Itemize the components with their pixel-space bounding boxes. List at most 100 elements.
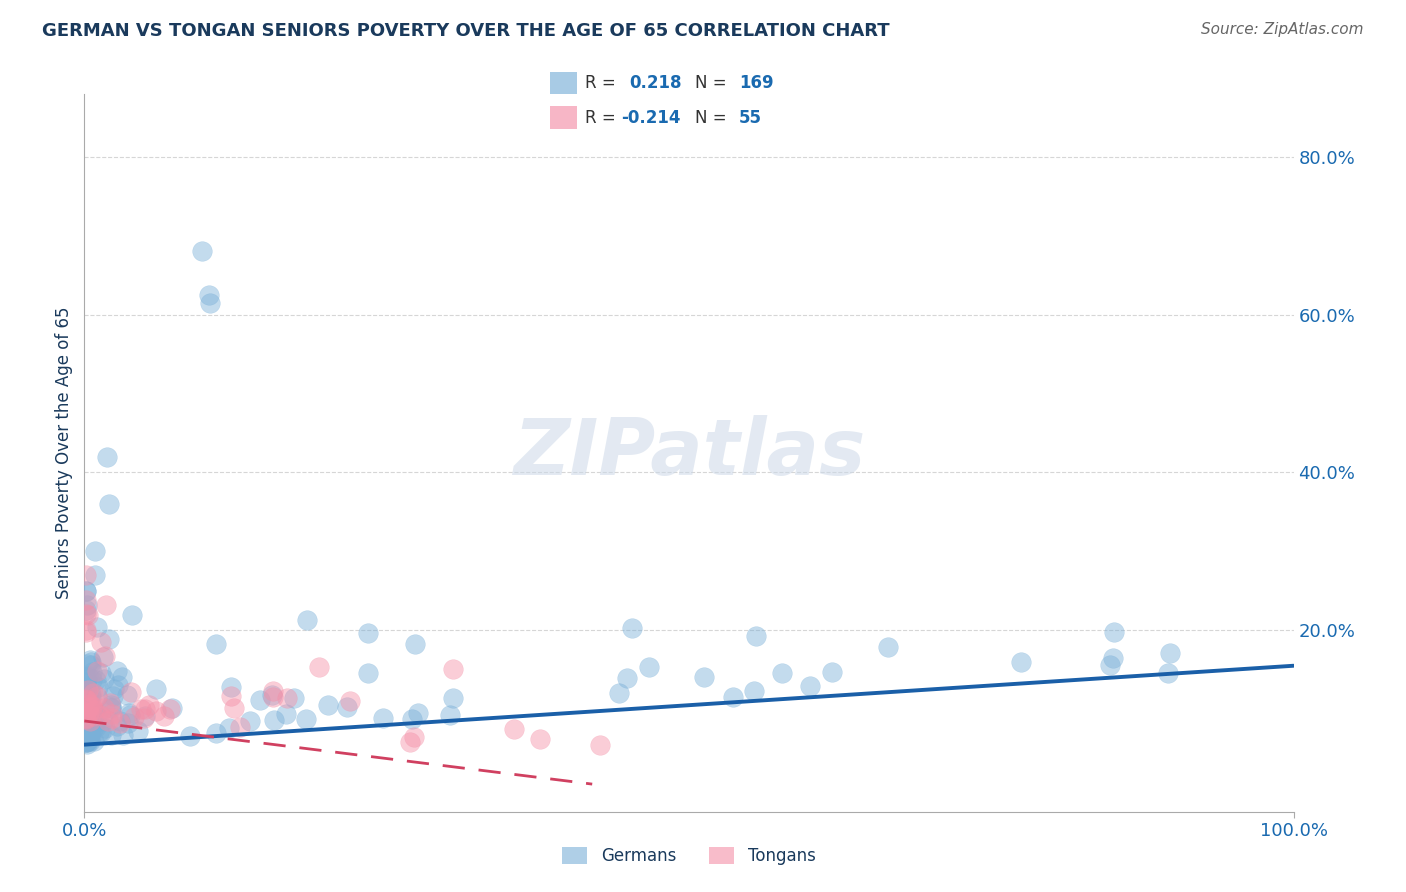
Point — [589, 738, 612, 752]
Point — [79, 733, 101, 747]
Point — [404, 730, 426, 744]
Point — [616, 671, 638, 685]
Point — [620, 621, 643, 635]
Point — [129, 702, 152, 716]
Point — [744, 684, 766, 698]
Point — [76, 726, 98, 740]
Point — [77, 701, 100, 715]
Point — [77, 717, 100, 731]
Point — [159, 702, 181, 716]
Point — [75, 693, 97, 707]
Point — [77, 706, 100, 721]
Text: GERMAN VS TONGAN SENIORS POVERTY OVER THE AGE OF 65 CORRELATION CHART: GERMAN VS TONGAN SENIORS POVERTY OVER TH… — [42, 22, 890, 40]
Point — [83, 733, 105, 747]
Point — [80, 690, 103, 705]
Point — [75, 718, 97, 732]
Point — [260, 688, 283, 702]
Point — [100, 698, 122, 712]
Point — [205, 637, 228, 651]
Point — [263, 714, 285, 728]
Point — [75, 734, 97, 748]
Point — [101, 706, 124, 721]
Text: Source: ZipAtlas.com: Source: ZipAtlas.com — [1201, 22, 1364, 37]
Point — [79, 706, 101, 721]
Point — [82, 673, 104, 687]
Point — [80, 715, 103, 730]
Point — [502, 722, 524, 736]
Point — [76, 711, 98, 725]
Point — [404, 637, 426, 651]
Point — [1102, 625, 1125, 640]
Point — [82, 699, 104, 714]
Point — [98, 632, 121, 646]
Point — [82, 714, 104, 729]
Point — [239, 714, 262, 728]
Point — [75, 724, 97, 739]
Point — [103, 681, 125, 696]
Point — [76, 714, 98, 729]
Point — [76, 735, 98, 749]
Point — [222, 700, 245, 714]
Point — [75, 725, 97, 739]
Point — [75, 692, 97, 706]
Point — [607, 685, 630, 699]
Point — [75, 712, 97, 726]
Point — [77, 700, 100, 714]
Point — [100, 700, 122, 714]
Point — [1099, 657, 1122, 672]
Point — [75, 624, 97, 638]
Point — [86, 711, 108, 725]
Point — [94, 721, 117, 735]
Point — [145, 682, 167, 697]
Point — [76, 723, 98, 737]
Point — [308, 660, 330, 674]
Point — [262, 684, 284, 698]
Point — [84, 720, 107, 734]
Point — [80, 687, 103, 701]
Point — [75, 673, 97, 687]
Point — [121, 607, 143, 622]
Point — [80, 655, 103, 669]
Point — [75, 708, 97, 723]
Point — [100, 701, 122, 715]
Point — [441, 662, 464, 676]
Point — [138, 698, 160, 713]
Point — [90, 635, 112, 649]
Point — [75, 583, 97, 598]
Point — [115, 688, 138, 702]
Point — [1010, 656, 1032, 670]
Point — [82, 709, 104, 723]
Point — [79, 707, 101, 722]
Point — [96, 450, 118, 464]
Point — [294, 712, 316, 726]
Point — [94, 599, 117, 613]
Point — [108, 715, 131, 730]
Point — [79, 697, 101, 711]
Text: 169: 169 — [738, 74, 773, 92]
Point — [75, 568, 97, 582]
Point — [198, 295, 221, 310]
Y-axis label: Seniors Poverty Over the Age of 65: Seniors Poverty Over the Age of 65 — [55, 307, 73, 599]
Text: 0.218: 0.218 — [628, 74, 682, 92]
Point — [77, 717, 100, 731]
Text: N =: N = — [695, 74, 727, 92]
Point — [76, 695, 98, 709]
Point — [723, 690, 745, 705]
Point — [75, 734, 97, 748]
Point — [373, 711, 395, 725]
Point — [77, 728, 100, 742]
Point — [84, 673, 107, 687]
Point — [86, 708, 108, 723]
Point — [75, 706, 97, 720]
Point — [75, 592, 97, 607]
Point — [79, 729, 101, 743]
Point — [295, 613, 318, 627]
Point — [98, 497, 121, 511]
Bar — [550, 106, 576, 129]
Point — [770, 665, 793, 680]
Point — [1156, 666, 1178, 681]
Point — [229, 720, 252, 734]
Point — [93, 672, 115, 686]
Point — [357, 626, 380, 640]
Point — [75, 703, 97, 717]
